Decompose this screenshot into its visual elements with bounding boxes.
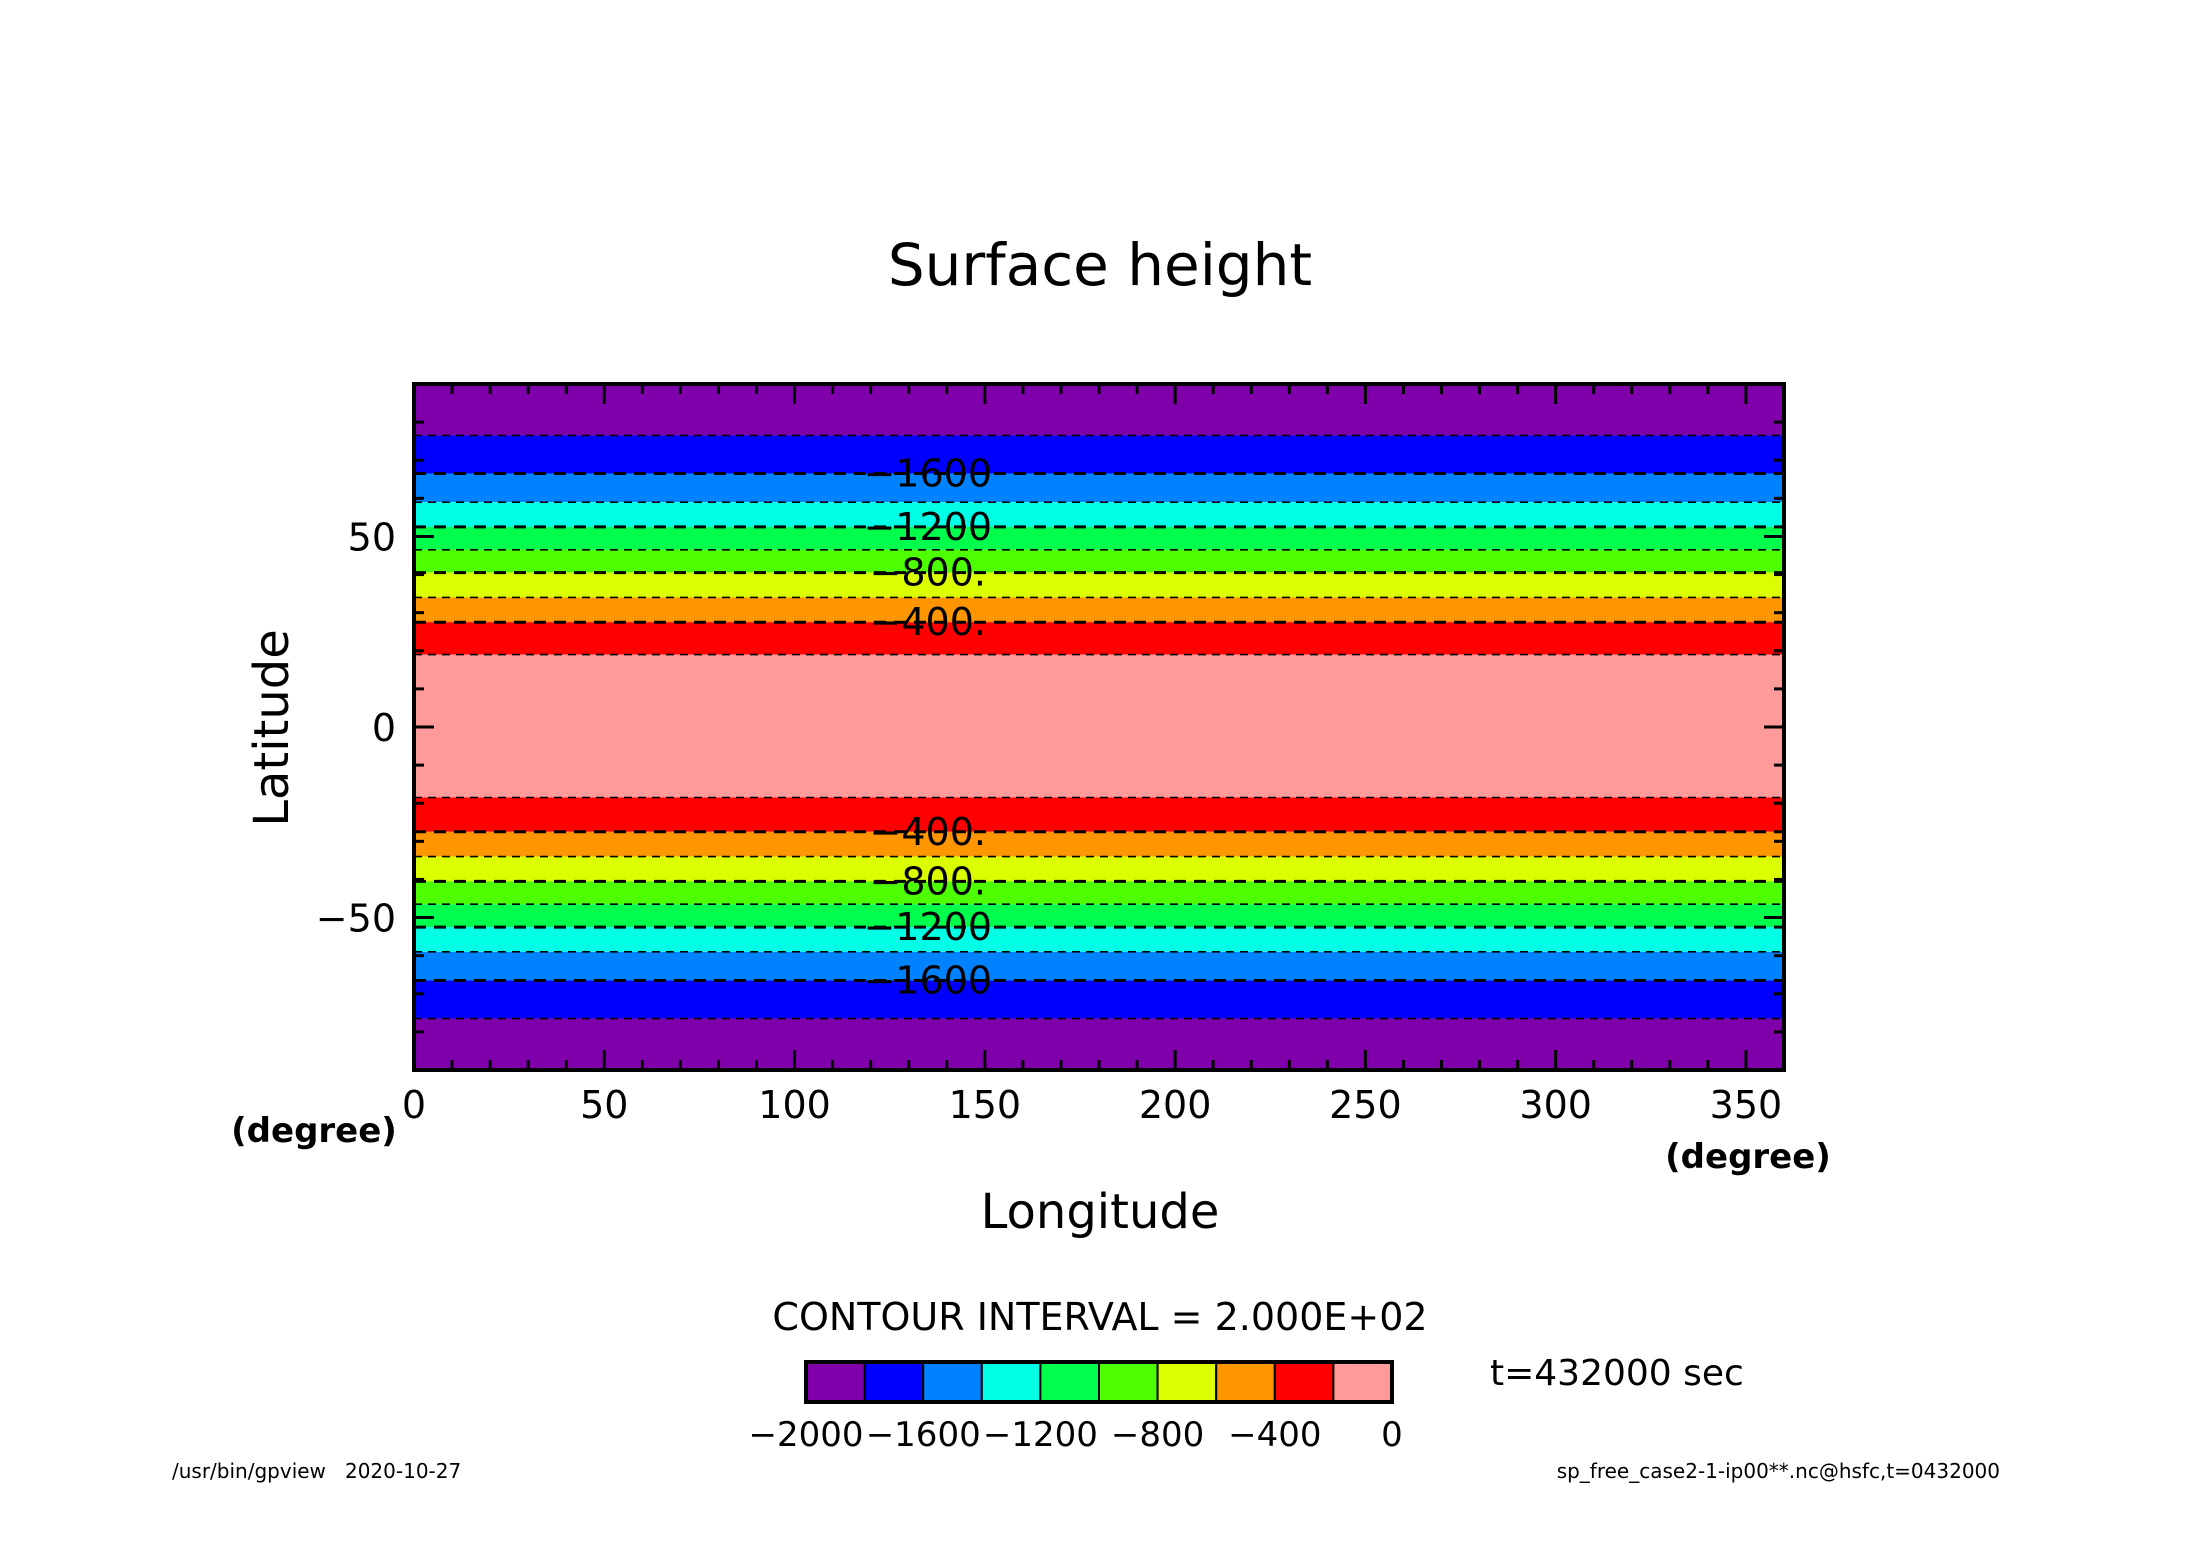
footer-right: sp_free_case2-1-ip00**.nc@hsfc,t=0432000	[1557, 1459, 2000, 1483]
color-band-13	[414, 881, 1784, 905]
x-tick-label-5: 250	[1329, 1083, 1402, 1127]
x-tick-label-4: 200	[1139, 1083, 1212, 1127]
contour-label-5: −800.	[870, 859, 986, 903]
x-tick-label-7: 350	[1710, 1083, 1783, 1127]
x-axis-label: Longitude	[981, 1184, 1220, 1240]
contour-label-0: −1600	[863, 452, 992, 496]
color-band-17	[414, 980, 1784, 1019]
colorbar-tick-label-2: −1200	[983, 1415, 1098, 1455]
colorbar-swatch-4	[1039, 1361, 1101, 1403]
color-band-11	[414, 831, 1784, 857]
color-band-4	[414, 526, 1784, 550]
colorbar-swatch-9	[1332, 1361, 1394, 1403]
colorbar-swatch-5	[1098, 1361, 1159, 1403]
chart-title: Surface height	[888, 231, 1312, 299]
color-band-14	[414, 904, 1784, 928]
contour-interval-label: CONTOUR INTERVAL = 2.000E+02	[772, 1295, 1427, 1339]
color-band-2	[414, 473, 1784, 503]
colorbar-tick-label-1: −1600	[866, 1415, 981, 1455]
color-band-8	[414, 622, 1784, 655]
color-band-10	[414, 797, 1784, 832]
color-band-3	[414, 502, 1784, 527]
colorbar-swatch-0	[805, 1361, 866, 1403]
contour-label-3: −400.	[870, 600, 986, 644]
colorbar-tick-label-5: 0	[1381, 1415, 1403, 1455]
color-band-5	[414, 549, 1784, 573]
color-band-12	[414, 856, 1784, 882]
color-band-6	[414, 572, 1784, 598]
color-band-9	[414, 654, 1784, 798]
contour-label-4: −400.	[870, 810, 986, 854]
plot-area: −1600−1200−800.−400.−400.−800.−1200−1600…	[316, 382, 1786, 1127]
color-band-1	[414, 435, 1784, 474]
colorbar-swatch-7	[1215, 1361, 1276, 1403]
colorbar-frame	[804, 1360, 1394, 1404]
time-label: t=432000 sec	[1490, 1353, 1744, 1394]
contour-label-7: −1600	[863, 958, 992, 1002]
y-axis-label: Latitude	[244, 629, 300, 827]
footer-left: /usr/bin/gpview 2020-10-27	[172, 1459, 461, 1483]
color-band-16	[414, 951, 1784, 981]
y-tick-label-1: 0	[372, 706, 396, 750]
colorbar-tick-label-3: −800	[1111, 1415, 1204, 1455]
colorbar-swatch-3	[980, 1361, 1042, 1403]
contour-label-2: −800.	[870, 551, 986, 595]
colorbar-tick-label-0: −2000	[748, 1415, 863, 1455]
colorbar: −2000 −1600 −1200 −800 −400 0	[748, 1360, 1403, 1455]
colorbar-swatch-2	[922, 1361, 983, 1403]
color-band-7	[414, 597, 1784, 623]
x-tick-label-2: 100	[758, 1083, 831, 1127]
contour-label-6: −1200	[863, 905, 992, 949]
colorbar-swatch-1	[863, 1361, 925, 1403]
x-tick-label-6: 300	[1519, 1083, 1592, 1127]
y-tick-label-2: −50	[316, 897, 396, 941]
colorbar-swatch-8	[1273, 1361, 1335, 1403]
y-unit-label: (degree)	[231, 1111, 397, 1151]
x-unit-label: (degree)	[1665, 1137, 1831, 1177]
contour-label-1: −1200	[863, 505, 992, 549]
colorbar-tick-label-4: −400	[1228, 1415, 1321, 1455]
color-band-15	[414, 927, 1784, 952]
x-tick-label-1: 50	[580, 1083, 628, 1127]
y-tick-label-0: 50	[348, 515, 396, 559]
colorbar-swatch-6	[1156, 1361, 1218, 1403]
x-tick-label-3: 150	[949, 1083, 1022, 1127]
x-tick-label-0: 0	[402, 1083, 426, 1127]
